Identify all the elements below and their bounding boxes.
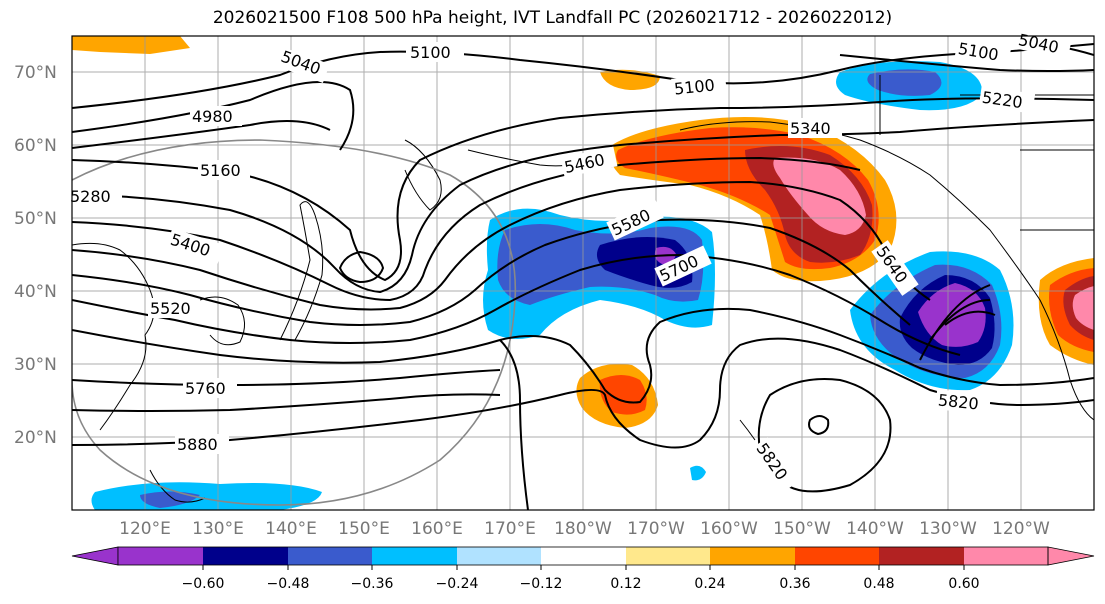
colorbar-tick-label: 0.48 (863, 576, 894, 592)
contour-label: 5760 (185, 379, 226, 398)
lon-label: 170°E (484, 519, 536, 539)
lon-label: 150°W (773, 519, 831, 539)
lon-label: 180°W (554, 519, 612, 539)
colorbar-tick-label: −0.24 (436, 576, 479, 592)
lat-label: 30°N (14, 355, 57, 375)
contour-label: 5340 (790, 119, 831, 138)
colorbar-bin (372, 547, 457, 565)
lat-label: 40°N (14, 282, 57, 302)
colorbar-extend-low (71, 546, 119, 566)
map-frame (71, 35, 1095, 511)
lat-label: 50°N (14, 209, 57, 229)
lon-label: 120°E (119, 519, 171, 539)
ivt-positive-region (72, 36, 190, 54)
longitude-labels: 120°E 130°E 140°E 150°E 160°E 170°E 180°… (119, 519, 1050, 539)
lat-label: 60°N (14, 136, 57, 156)
colorbar-bin (879, 547, 964, 565)
colorbar-bin (626, 547, 710, 565)
lon-label: 170°W (627, 519, 685, 539)
colorbar-tick-label: 0.12 (610, 576, 641, 592)
lon-label: 140°W (846, 519, 904, 539)
colorbar-tick-label: −0.36 (351, 576, 394, 592)
colorbar-tick-label: 0.36 (779, 576, 810, 592)
contour-label: 5100 (673, 75, 715, 98)
colorbar-tick-label: −0.48 (267, 576, 310, 592)
colorbar-bin (288, 547, 372, 565)
colorbar-bin (541, 547, 626, 565)
map-title: 2026021500 F108 500 hPa height, IVT Land… (212, 8, 893, 28)
contour-label: 5280 (70, 187, 111, 206)
colorbar-bin (118, 547, 203, 565)
colorbar-bin (710, 547, 795, 565)
colorbar-bin (457, 547, 541, 565)
graticule (72, 36, 1094, 510)
colorbar-tick-label: 0.24 (694, 576, 725, 592)
contour-label: 5520 (150, 299, 191, 318)
lon-label: 140°E (265, 519, 317, 539)
colorbar-bin (795, 547, 879, 565)
distance-circle (72, 139, 517, 506)
ivt-negative-region (91, 482, 322, 510)
contour-label: 5160 (200, 161, 241, 180)
lat-label: 20°N (14, 428, 57, 448)
lat-label: 70°N (14, 63, 57, 83)
lon-label: 130°W (919, 519, 977, 539)
lon-label: 130°E (192, 519, 244, 539)
colorbar-tick-label: −0.12 (520, 576, 563, 592)
colorbar-bin (203, 547, 288, 565)
contour-label: 4980 (192, 107, 233, 126)
latitude-labels: 70°N 60°N 50°N 40°N 30°N 20°N (14, 63, 57, 448)
colorbar-tick-label: 0.60 (948, 576, 979, 592)
lon-label: 160°W (700, 519, 758, 539)
colorbar-extend-high (1047, 546, 1095, 566)
colorbar-bin (964, 547, 1048, 565)
contour-label: 5820 (937, 390, 979, 413)
contour-label: 5880 (177, 435, 218, 454)
lon-label: 120°W (992, 519, 1050, 539)
lon-label: 160°E (411, 519, 463, 539)
lon-label: 150°E (338, 519, 390, 539)
colorbar-tick-label: −0.60 (182, 576, 225, 592)
colorbar: −0.60 −0.48 −0.36 −0.24 −0.12 0.12 0.24 … (71, 546, 1095, 592)
contour-label: 5100 (410, 43, 451, 62)
